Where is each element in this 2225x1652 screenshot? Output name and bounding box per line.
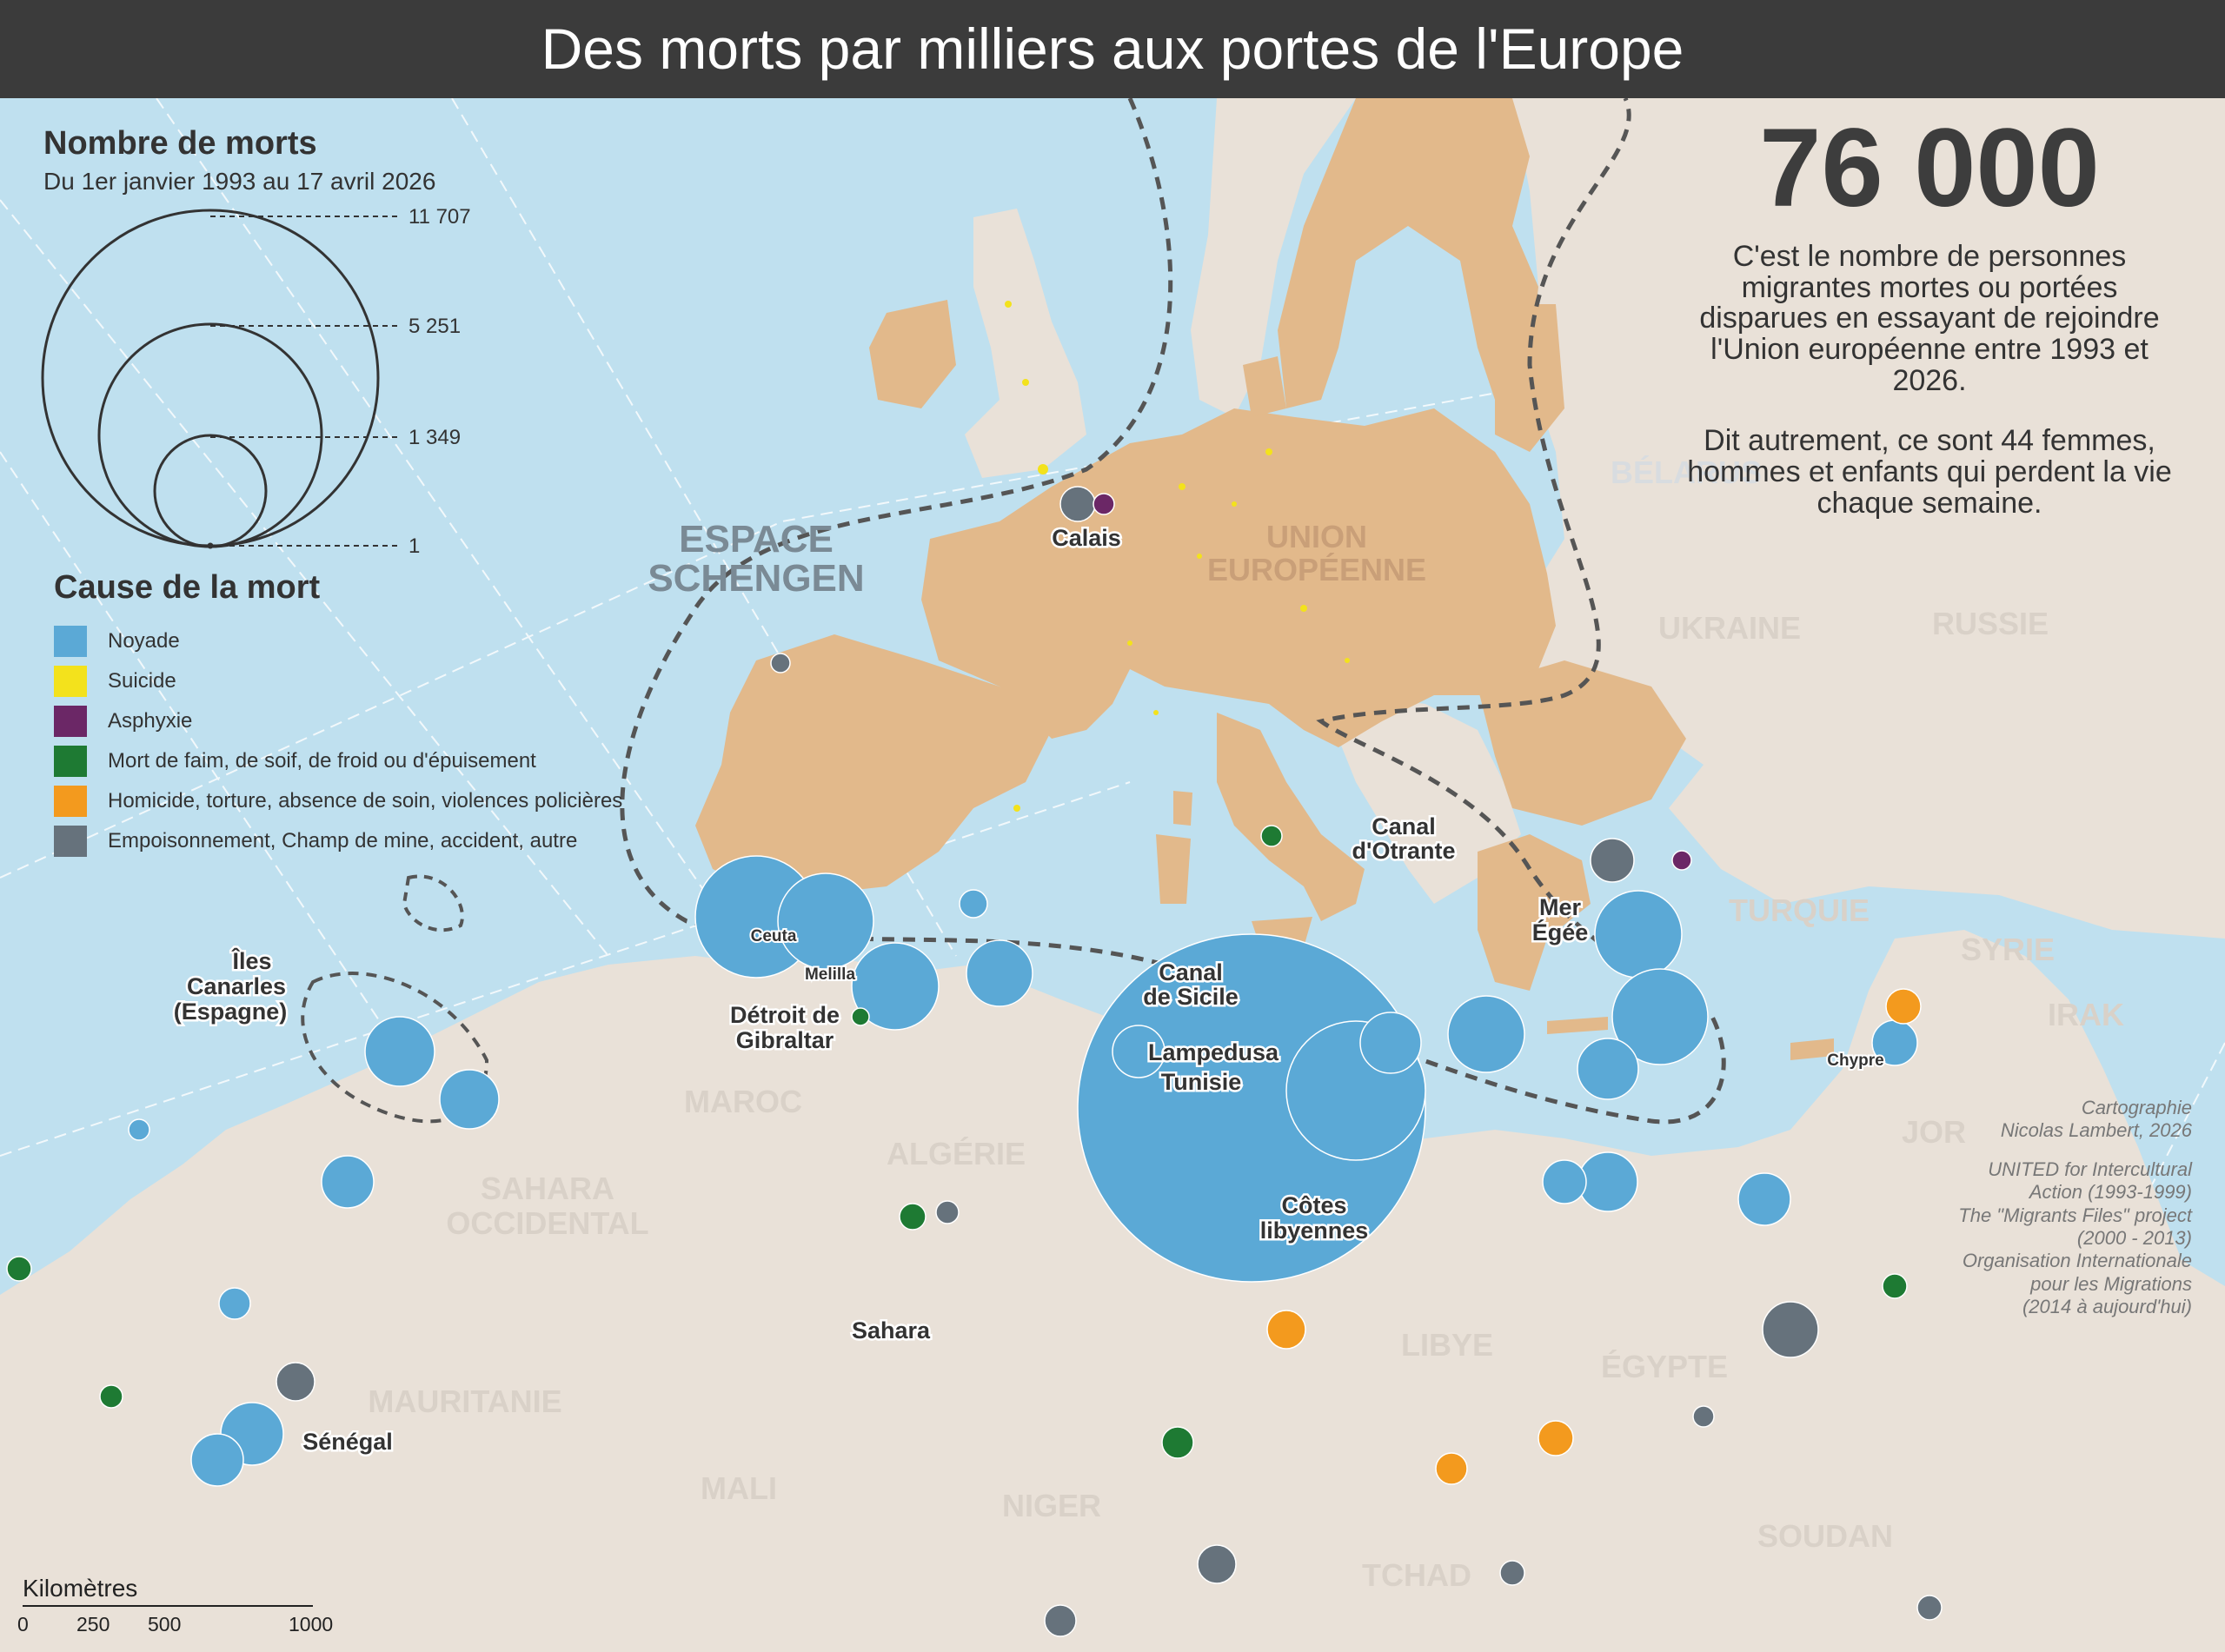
canarias-outline (301, 972, 489, 1124)
cause-legend-item: Asphyxie (54, 706, 192, 737)
credits-line: Action (1993-1999) (2029, 1181, 2192, 1204)
scale-tick: 500 (148, 1613, 182, 1635)
africa-land (0, 930, 2225, 1652)
size-legend-leaders (210, 216, 402, 547)
cause-label: Noyade (108, 629, 180, 653)
schengen-border (620, 98, 1726, 1125)
credits-line: UNITED for Intercultural (1988, 1158, 2192, 1180)
death-symbols-other (6, 486, 1943, 1637)
cause-label: Homicide, torture, absence de soin, viol… (108, 789, 623, 813)
cause-label: Empoisonnement, Champ de mine, accident,… (108, 829, 578, 853)
credits-line: Cartographie (2081, 1097, 2192, 1118)
cause-legend-title: Cause de la mort (54, 569, 321, 606)
credits-line: (2014 à aujourd'hui) (2022, 1296, 2192, 1318)
britain-land (965, 209, 1086, 478)
cause-swatch (54, 706, 87, 737)
page-title: Des morts par milliers aux portes de l'E… (0, 0, 2225, 98)
cause-legend-item: Suicide (54, 666, 176, 697)
scale-tick: 0 (17, 1613, 29, 1635)
credits-cartographie: Cartographie Nicolas Lambert, 2026 (1860, 1097, 2192, 1143)
cause-swatch (54, 786, 87, 817)
cause-legend-item: Homicide, torture, absence de soin, viol… (54, 786, 622, 817)
headline-text: C'est le nombre de personnes migrantes m… (1677, 240, 2182, 549)
size-legend-subtitle: Du 1er janvier 1993 au 17 avril 2026 (43, 168, 436, 195)
suicide-dots (1005, 301, 1350, 812)
cause-legend-item: Noyade (54, 626, 180, 657)
cause-swatch (54, 626, 87, 657)
headline-paragraph: C'est le nombre de personnes migrantes m… (1699, 240, 2160, 397)
credits: Cartographie Nicolas Lambert, 2026 UNITE… (1860, 1097, 2192, 1335)
cause-legend-item: Mort de faim, de soif, de froid ou d'épu… (54, 746, 536, 777)
cause-swatch (54, 666, 87, 697)
scale-tick: 1000 (289, 1613, 334, 1635)
cause-label: Suicide (108, 669, 176, 693)
scale-title: Kilomètres (23, 1575, 138, 1602)
cause-legend-item: Empoisonnement, Champ de mine, accident,… (54, 826, 577, 857)
cause-swatch (54, 826, 87, 857)
scale-tick: 250 (76, 1613, 110, 1635)
cause-label: Mort de faim, de soif, de froid ou d'épu… (108, 749, 536, 773)
headline-number: 76 000 (1759, 106, 2100, 230)
credits-line: (2000 - 2013) (2076, 1226, 2192, 1249)
map-canvas (0, 98, 2225, 1652)
cause-label: Asphyxie (108, 709, 193, 733)
balkans-land (1338, 695, 1521, 904)
madeira-outline (402, 874, 464, 932)
credits-line: The "Migrants Files" project (1958, 1204, 2192, 1226)
cause-swatch (54, 746, 87, 777)
size-legend-title: Nombre de morts (43, 125, 317, 162)
credits-line: pour les Migrations (2030, 1272, 2192, 1295)
norway-land (1191, 98, 1356, 417)
credits-line: Nicolas Lambert, 2026 (2000, 1119, 2192, 1142)
headline-paragraph: Dit autrement, ce sont 44 femmes, hommes… (1687, 424, 2172, 520)
death-symbols (128, 855, 1918, 1487)
credits-sources: UNITED for Intercultural Action (1993-19… (1860, 1158, 2192, 1319)
credits-line: Organisation Internationale (1962, 1250, 2192, 1272)
east-land (1460, 98, 2225, 939)
